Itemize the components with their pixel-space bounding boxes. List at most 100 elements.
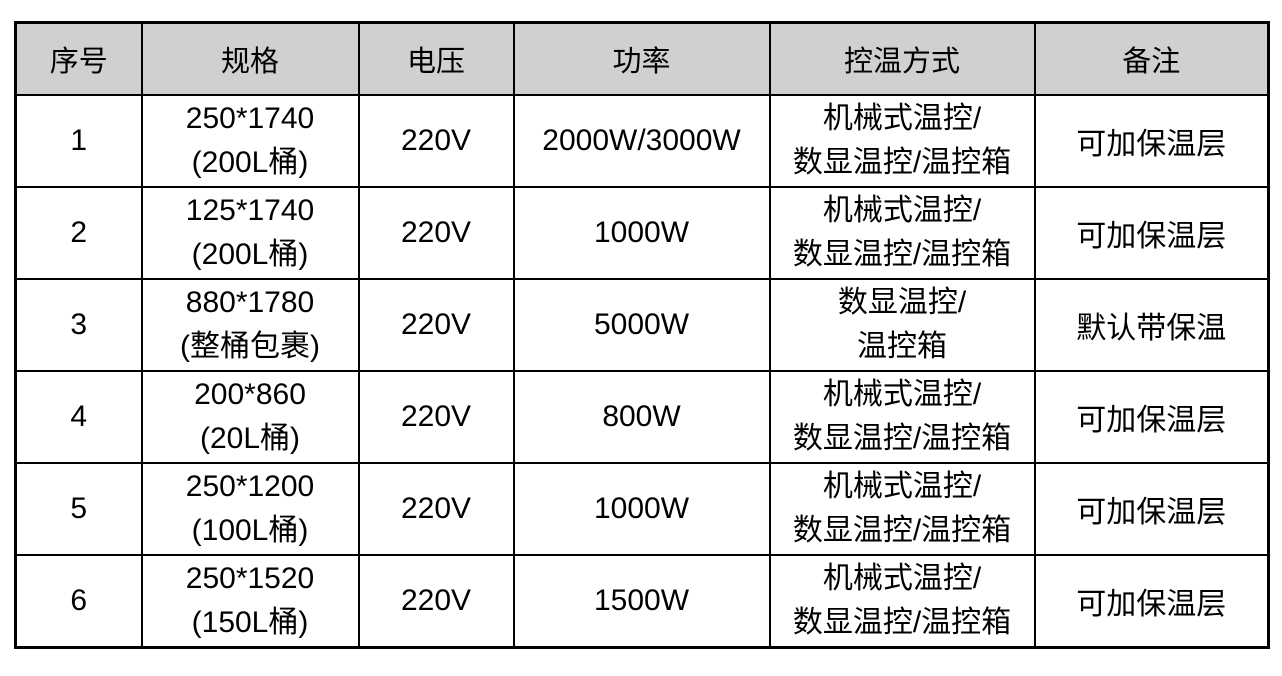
- cell-power: 800W: [512, 370, 771, 464]
- remark-value: 默认带保温: [1076, 312, 1227, 345]
- remark-value: 可加保温层: [1076, 404, 1227, 437]
- spec-value: 250*1520 (150L桶): [144, 557, 357, 645]
- control-method-value: 机械式温控/ 数显温控/温控箱: [772, 189, 1033, 277]
- cell-remark: 可加保温层: [1033, 462, 1270, 556]
- control-method-line1: 机械式温控/: [822, 378, 982, 411]
- power-value: 5000W: [593, 308, 690, 341]
- spec-value: 200*860 (20L桶): [144, 373, 357, 461]
- voltage-value: 220V: [400, 216, 472, 249]
- table-row: 6 250*1520 (150L桶) 220V 1500W 机械式温控/ 数显温…: [14, 554, 1270, 649]
- cell-spec: 880*1780 (整桶包裹): [140, 278, 360, 372]
- header-control: 控温方式: [768, 21, 1036, 96]
- cell-power: 1000W: [512, 186, 771, 280]
- voltage-value: 220V: [400, 308, 472, 341]
- table-row: 1 250*1740 (200L桶) 220V 2000W/3000W 机械式温…: [14, 94, 1270, 188]
- spec-table-container: 序号 规格 电压 功率 控温方式 备注 1 250*1740 (200L桶) 2…: [14, 21, 1270, 649]
- cell-index: 4: [14, 370, 143, 464]
- cell-spec: 250*1520 (150L桶): [140, 554, 360, 649]
- power-value: 1500W: [593, 584, 690, 617]
- cell-control: 机械式温控/ 数显温控/温控箱: [768, 186, 1036, 280]
- voltage-value: 220V: [400, 584, 472, 617]
- spec-value: 250*1740 (200L桶): [144, 97, 357, 185]
- header-power: 功率: [512, 21, 771, 96]
- spec-container-type: (150L桶): [191, 606, 309, 639]
- spec-dimensions: 880*1780: [185, 286, 315, 319]
- control-method-line2: 数显温控/温控箱: [792, 606, 1012, 639]
- cell-index: 2: [14, 186, 143, 280]
- voltage-value: 220V: [400, 124, 472, 157]
- control-method-line1: 机械式温控/: [822, 562, 982, 595]
- control-method-value: 机械式温控/ 数显温控/温控箱: [772, 557, 1033, 645]
- cell-voltage: 220V: [357, 94, 515, 188]
- control-method-value: 机械式温控/ 数显温控/温控箱: [772, 465, 1033, 553]
- control-method-line2: 数显温控/温控箱: [792, 238, 1012, 271]
- control-method-line1: 机械式温控/: [822, 194, 982, 227]
- row-index-value: 3: [70, 308, 88, 341]
- cell-control: 机械式温控/ 数显温控/温控箱: [768, 462, 1036, 556]
- table-row: 4 200*860 (20L桶) 220V 800W 机械式温控/ 数显温控/温…: [14, 370, 1270, 464]
- cell-remark: 可加保温层: [1033, 554, 1270, 649]
- voltage-value: 220V: [400, 400, 472, 433]
- header-spec: 规格: [140, 21, 360, 96]
- control-method-line1: 机械式温控/: [822, 470, 982, 503]
- remark-value: 可加保温层: [1076, 588, 1227, 621]
- table-row: 3 880*1780 (整桶包裹) 220V 5000W 数显温控/ 温控箱 默…: [14, 278, 1270, 372]
- table-body: 1 250*1740 (200L桶) 220V 2000W/3000W 机械式温…: [14, 94, 1270, 649]
- cell-power: 1500W: [512, 554, 771, 649]
- power-value: 2000W/3000W: [542, 124, 741, 157]
- control-method-line2: 温控箱: [857, 330, 947, 363]
- cell-spec: 200*860 (20L桶): [140, 370, 360, 464]
- cell-remark: 可加保温层: [1033, 370, 1270, 464]
- spec-container-type: (200L桶): [191, 146, 309, 179]
- cell-voltage: 220V: [357, 370, 515, 464]
- cell-voltage: 220V: [357, 186, 515, 280]
- spec-container-type: (200L桶): [191, 238, 309, 271]
- power-value: 1000W: [593, 216, 690, 249]
- remark-value: 可加保温层: [1076, 220, 1227, 253]
- cell-spec: 250*1200 (100L桶): [140, 462, 360, 556]
- cell-voltage: 220V: [357, 462, 515, 556]
- remark-value: 可加保温层: [1076, 496, 1227, 529]
- cell-power: 1000W: [512, 462, 771, 556]
- cell-spec: 125*1740 (200L桶): [140, 186, 360, 280]
- control-method-value: 机械式温控/ 数显温控/温控箱: [772, 373, 1033, 461]
- row-index-value: 6: [70, 584, 88, 617]
- table-row: 2 125*1740 (200L桶) 220V 1000W 机械式温控/ 数显温…: [14, 186, 1270, 280]
- row-index-value: 5: [70, 492, 88, 525]
- spec-value: 250*1200 (100L桶): [144, 465, 357, 553]
- power-value: 1000W: [593, 492, 690, 525]
- cell-control: 机械式温控/ 数显温控/温控箱: [768, 370, 1036, 464]
- cell-power: 5000W: [512, 278, 771, 372]
- spec-dimensions: 125*1740: [185, 194, 315, 227]
- spec-dimensions: 250*1200: [185, 470, 315, 503]
- header-index: 序号: [14, 21, 143, 96]
- table-header-row: 序号 规格 电压 功率 控温方式 备注: [14, 21, 1270, 96]
- cell-control: 数显温控/ 温控箱: [768, 278, 1036, 372]
- spec-value: 880*1780 (整桶包裹): [144, 281, 357, 369]
- cell-remark: 可加保温层: [1033, 186, 1270, 280]
- cell-control: 机械式温控/ 数显温控/温控箱: [768, 554, 1036, 649]
- spec-container-type: (100L桶): [191, 514, 309, 547]
- cell-voltage: 220V: [357, 554, 515, 649]
- control-method-value: 数显温控/ 温控箱: [772, 281, 1033, 369]
- control-method-value: 机械式温控/ 数显温控/温控箱: [772, 97, 1033, 185]
- table-row: 5 250*1200 (100L桶) 220V 1000W 机械式温控/ 数显温…: [14, 462, 1270, 556]
- control-method-line1: 数显温控/: [837, 286, 967, 319]
- cell-remark: 默认带保温: [1033, 278, 1270, 372]
- control-method-line2: 数显温控/温控箱: [792, 146, 1012, 179]
- cell-index: 5: [14, 462, 143, 556]
- spec-dimensions: 250*1740: [185, 102, 315, 135]
- cell-power: 2000W/3000W: [512, 94, 771, 188]
- power-value: 800W: [602, 400, 681, 433]
- control-method-line2: 数显温控/温控箱: [792, 514, 1012, 547]
- spec-container-type: (20L桶): [199, 422, 301, 455]
- row-index-value: 2: [70, 216, 88, 249]
- voltage-value: 220V: [400, 492, 472, 525]
- spec-container-type: (整桶包裹): [180, 330, 320, 363]
- header-remark: 备注: [1033, 21, 1270, 96]
- row-index-value: 4: [70, 400, 88, 433]
- cell-remark: 可加保温层: [1033, 94, 1270, 188]
- spec-value: 125*1740 (200L桶): [144, 189, 357, 277]
- cell-index: 3: [14, 278, 143, 372]
